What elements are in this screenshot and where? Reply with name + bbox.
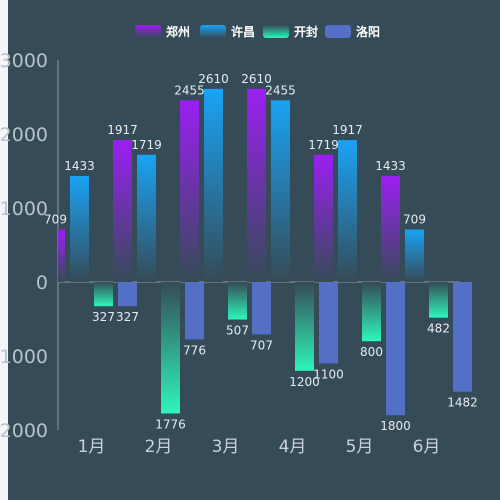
bar[interactable] (338, 140, 357, 282)
bars (58, 88, 472, 416)
legend[interactable]: 郑州 许昌 开封 洛阳 (135, 24, 380, 39)
y-tick-label: 0 (36, 272, 48, 294)
y-tick-label: 1000 (0, 198, 48, 220)
data-label: 507 (226, 324, 249, 338)
data-label: 1100 (313, 367, 344, 381)
bar[interactable] (70, 175, 89, 282)
legend-item[interactable]: 开封 (263, 24, 318, 39)
bar[interactable] (252, 282, 271, 335)
bar[interactable] (386, 282, 405, 416)
bar[interactable] (204, 88, 223, 282)
x-tick-label: 2月 (145, 437, 173, 457)
data-label: 1200 (289, 375, 320, 389)
data-label: 482 (427, 322, 450, 336)
bar[interactable] (295, 282, 314, 371)
legend-item[interactable]: 许昌 (200, 24, 255, 39)
bar[interactable] (58, 229, 65, 282)
data-label: 707 (250, 338, 273, 352)
data-label: 1776 (155, 417, 186, 431)
legend-label: 洛阳 (356, 24, 380, 39)
legend-label: 开封 (294, 24, 318, 39)
data-label: 1433 (64, 159, 95, 173)
x-tick-label: 6月 (413, 437, 441, 457)
data-label: 1482 (447, 396, 478, 410)
legend-swatch (200, 25, 226, 38)
data-label: 2455 (265, 83, 296, 97)
y-tick-label: -1000 (0, 346, 48, 368)
bar[interactable] (94, 282, 113, 307)
bar[interactable] (180, 100, 199, 282)
data-label: 1800 (380, 419, 411, 433)
bar[interactable] (228, 282, 247, 320)
data-label: 1917 (107, 123, 138, 137)
bar[interactable] (185, 282, 204, 340)
legend-label: 郑州 (166, 24, 190, 39)
legend-label: 许昌 (231, 24, 255, 39)
x-tick-label: 5月 (346, 437, 374, 457)
bar[interactable] (314, 154, 333, 282)
data-label: 1719 (131, 138, 162, 152)
bar[interactable] (381, 175, 400, 282)
bar[interactable] (137, 154, 156, 282)
y-tick-label: 3000 (0, 50, 48, 72)
legend-swatch (263, 25, 289, 38)
bar[interactable] (161, 282, 180, 414)
data-label: 776 (183, 343, 206, 357)
data-label: 1719 (308, 138, 339, 152)
bar[interactable] (271, 100, 290, 282)
bar[interactable] (319, 282, 338, 364)
legend-swatch (135, 25, 161, 38)
bar[interactable] (405, 229, 424, 282)
data-label: 709 (44, 213, 67, 227)
legend-item[interactable]: 郑州 (135, 24, 190, 39)
legend-item[interactable]: 洛阳 (325, 24, 380, 39)
data-label: 2455 (174, 83, 205, 97)
data-labels: 7091917245526101719143314331719261024551… (44, 72, 478, 433)
y-tick-label: -2000 (0, 420, 48, 442)
data-label: 2610 (198, 72, 229, 86)
bar[interactable] (118, 282, 137, 307)
bar[interactable] (362, 282, 381, 342)
bar[interactable] (429, 282, 448, 318)
x-tick-label: 1月 (78, 437, 106, 457)
data-label: 327 (116, 310, 139, 324)
x-tick-label: 3月 (212, 437, 240, 457)
data-label: 1917 (332, 123, 363, 137)
data-label: 327 (92, 310, 115, 324)
bar[interactable] (113, 140, 132, 282)
bar[interactable] (247, 88, 266, 282)
data-label: 709 (403, 213, 426, 227)
x-tick-label: 4月 (279, 437, 307, 457)
y-axis: -2000 -1000 0 1000 2000 3000 (0, 50, 59, 442)
legend-swatch (325, 25, 351, 38)
data-label: 2610 (241, 72, 272, 86)
bar[interactable] (453, 282, 472, 392)
y-tick-label: 2000 (0, 124, 48, 146)
data-label: 1433 (375, 159, 406, 173)
data-label: 800 (360, 345, 383, 359)
